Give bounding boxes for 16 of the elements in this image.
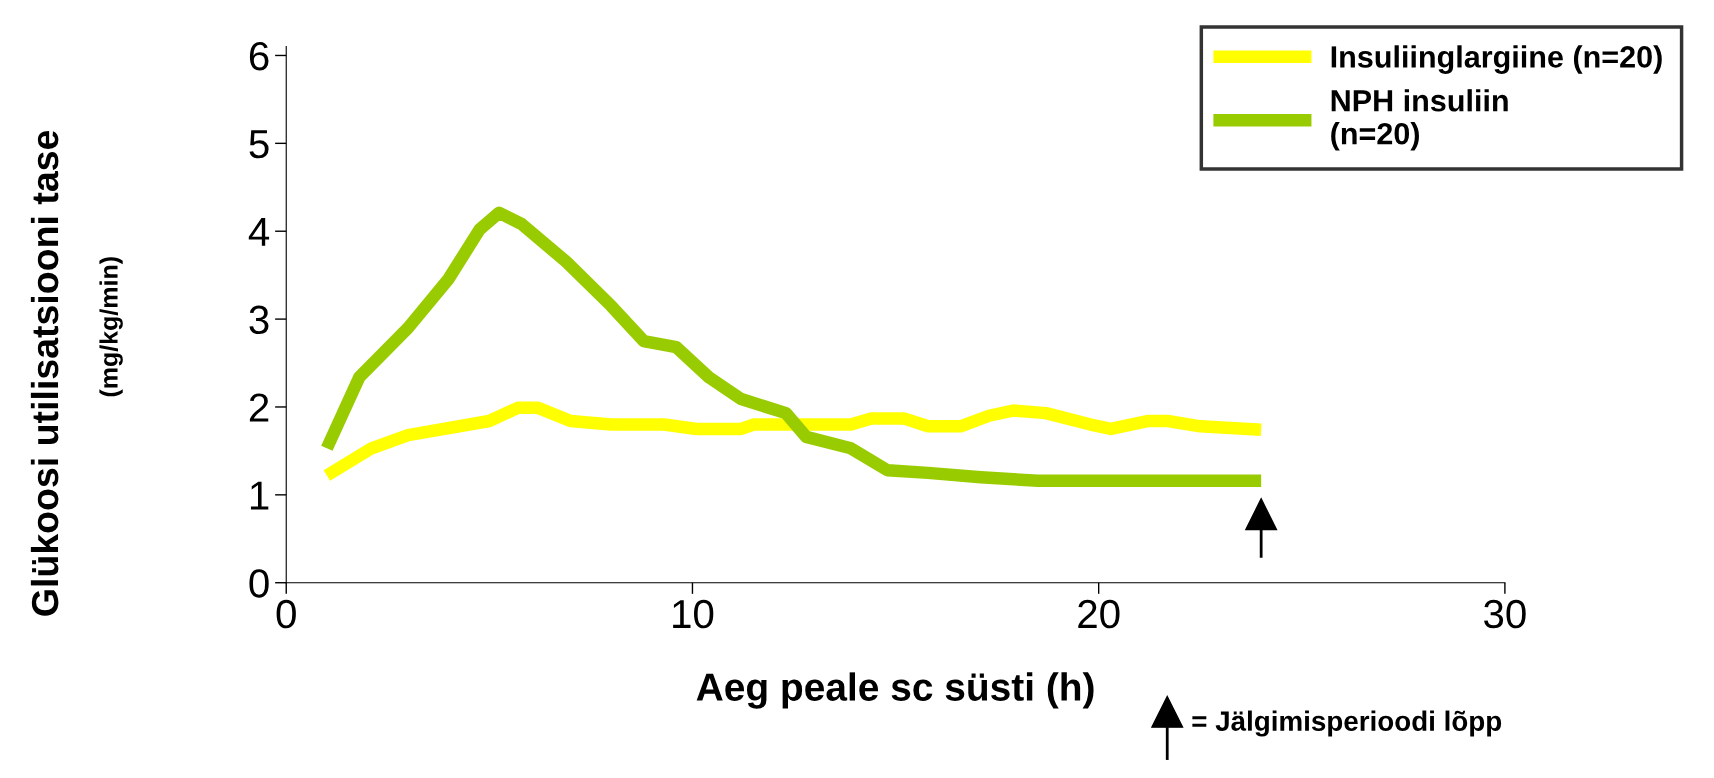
legend-label: Insuliinglargiine (n=20) <box>1331 45 1662 74</box>
y-tick-label: 4 <box>248 218 270 246</box>
legend-label: NPH insuliin (n=20) <box>1331 89 1508 151</box>
x-axis-title: Aeg peale sc süsti (h) <box>696 672 1094 709</box>
text: = Jälgimisperioodi lõpp <box>1192 710 1502 737</box>
x-tick-label: 0 <box>276 599 296 629</box>
y-tick-label: 0 <box>249 569 269 598</box>
y-tick-label: 2 <box>249 393 269 422</box>
y-tick-label: 6 <box>249 41 269 71</box>
y-tick-label: 3 <box>249 305 269 335</box>
y-tick-label: 1 <box>250 481 269 510</box>
x-tick-label: 10 <box>673 599 714 629</box>
y-tick-label: 5 <box>249 130 269 159</box>
x-tick-label: 30 <box>1484 599 1526 629</box>
y-axis-title: Glükoosi utilisatsiooni tase (mg/kg/min) <box>30 130 123 616</box>
x-tick-label: 20 <box>1078 599 1120 629</box>
